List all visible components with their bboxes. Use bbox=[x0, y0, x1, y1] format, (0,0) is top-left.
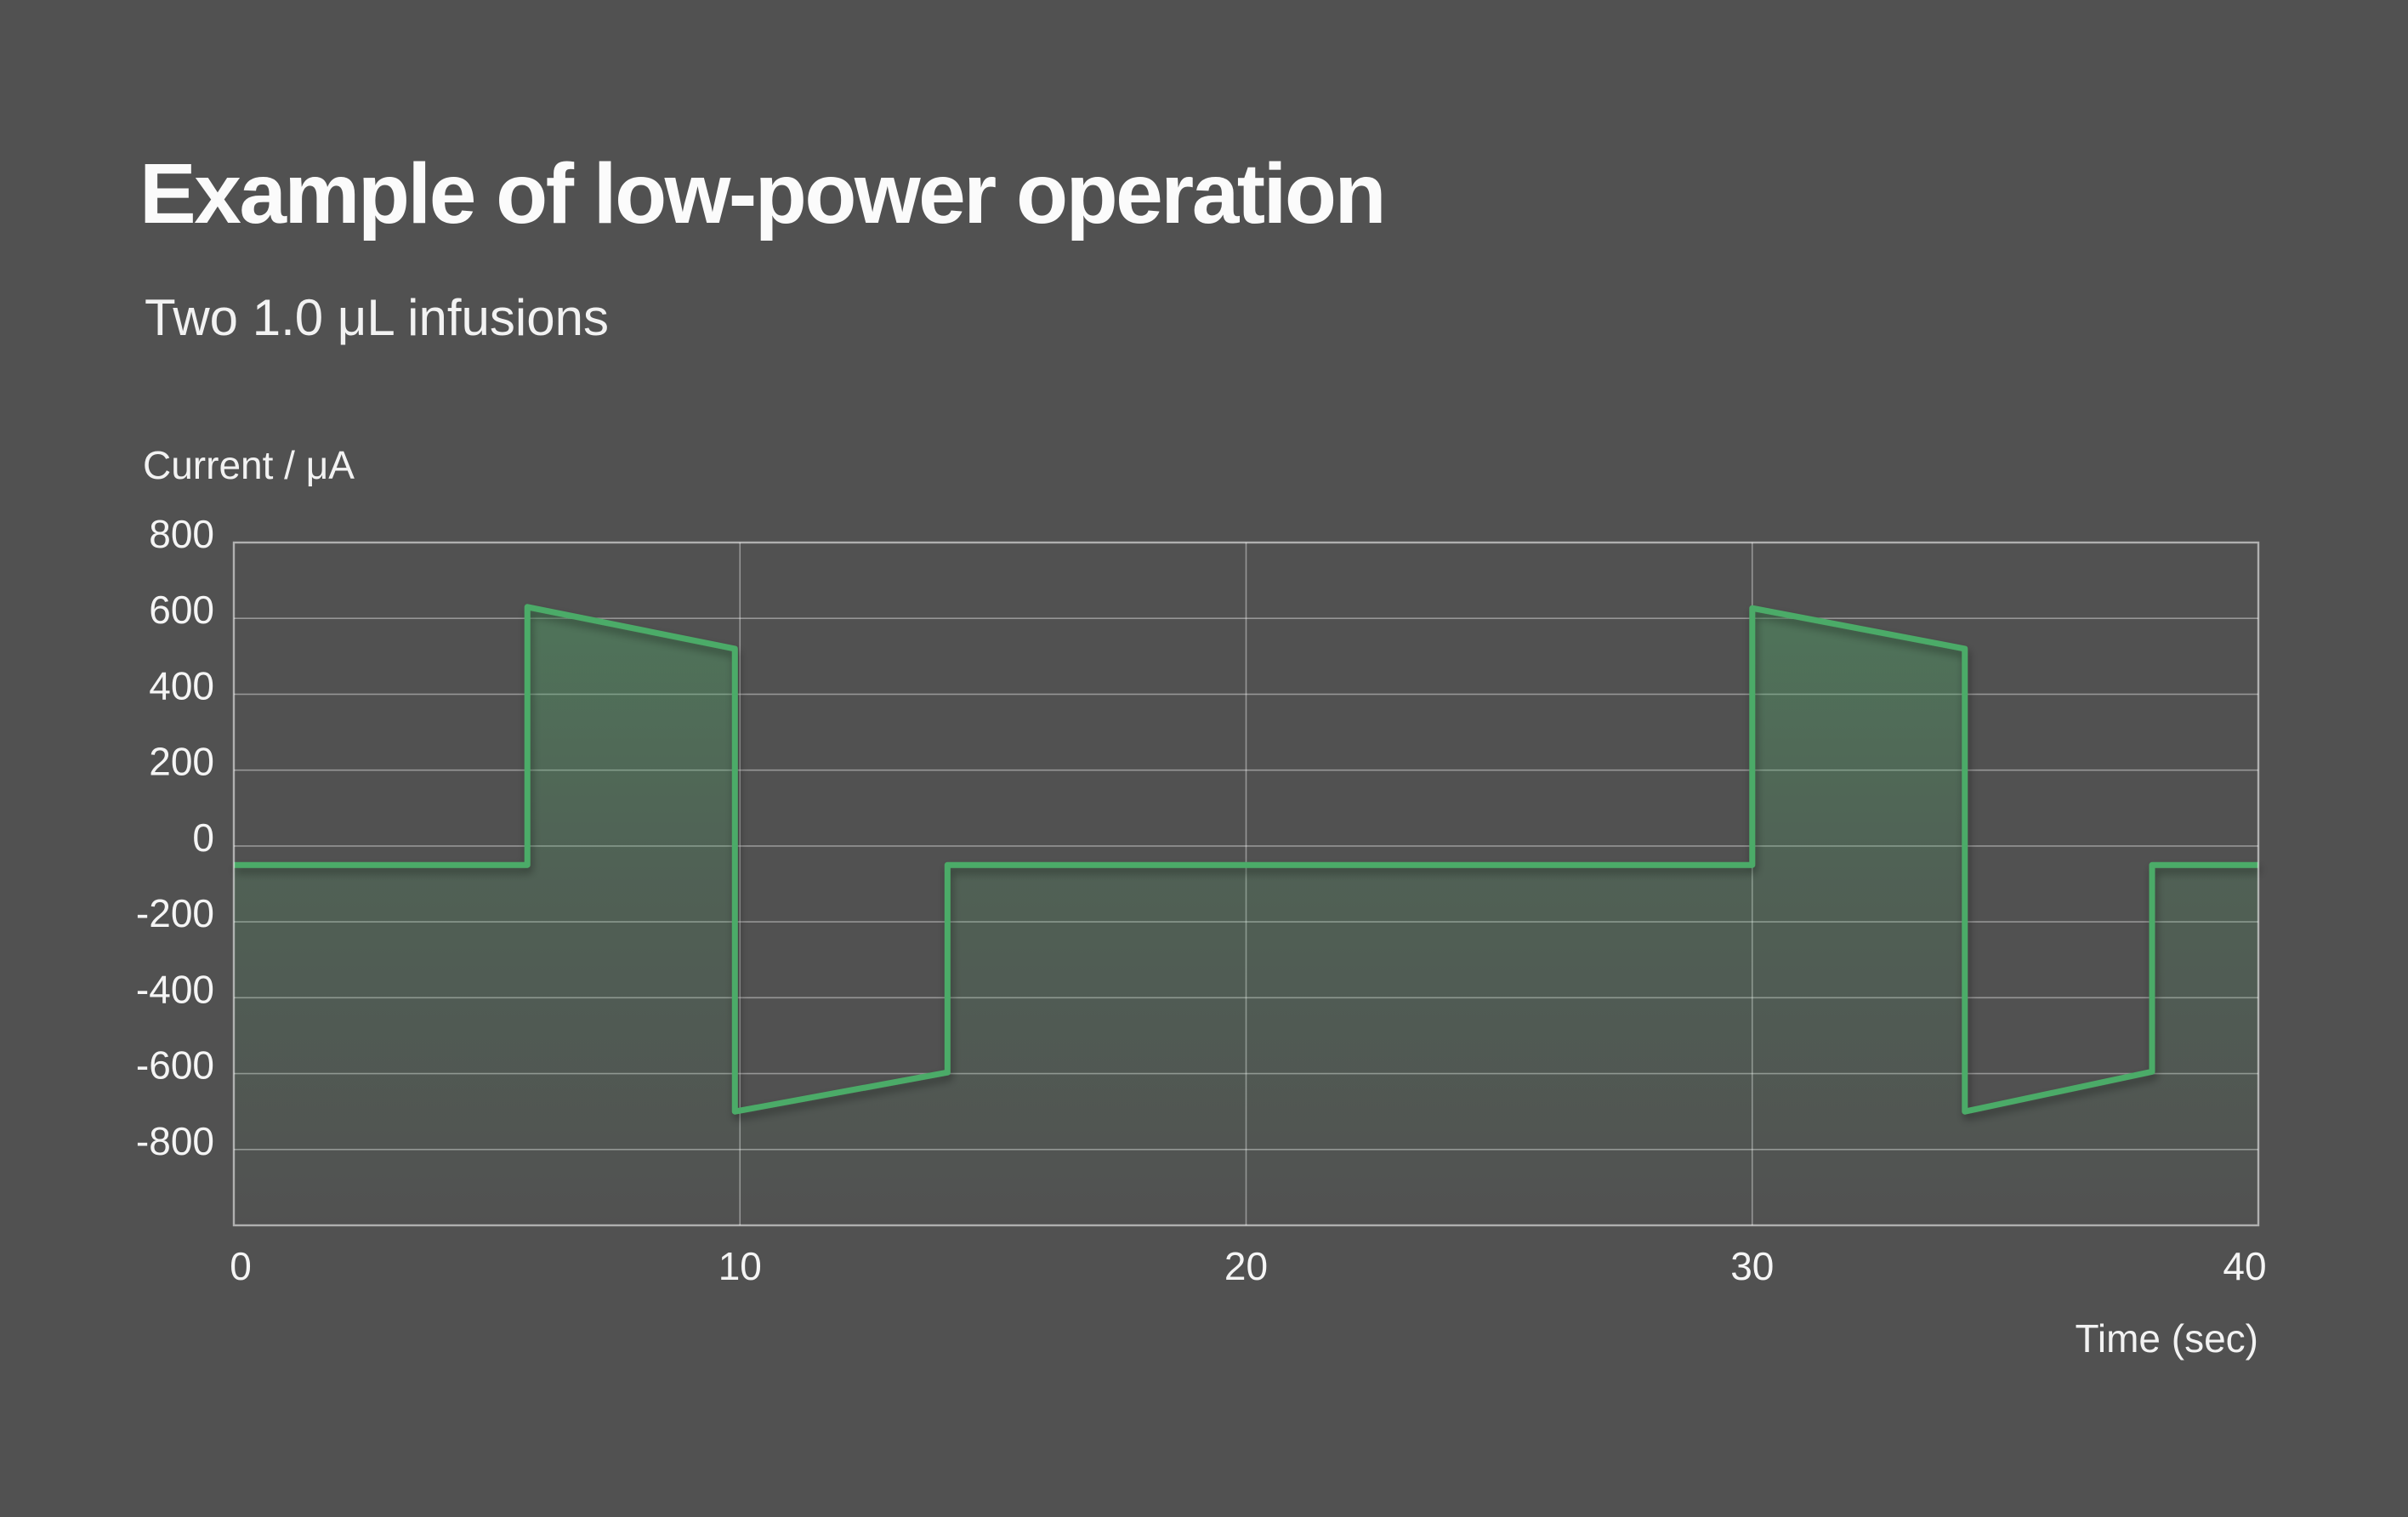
x-axis-title: Time (sec) bbox=[2075, 1316, 2258, 1361]
y-tick-label: 0 bbox=[192, 815, 214, 860]
y-tick-label: -400 bbox=[136, 967, 214, 1011]
y-tick-label: 200 bbox=[149, 740, 214, 784]
y-tick-label: 600 bbox=[149, 588, 214, 632]
y-tick-label: -200 bbox=[136, 891, 214, 935]
plot-frame bbox=[232, 541, 2260, 1227]
x-tick-label: 10 bbox=[718, 1244, 762, 1288]
x-tick-label: 20 bbox=[1224, 1244, 1268, 1288]
series-line bbox=[234, 604, 2258, 1115]
y-tick-label: 800 bbox=[149, 512, 214, 556]
chart-title: Example of low-power operation bbox=[139, 146, 1387, 241]
y-tick-labels: 800 600 400 200 0 -200 -400 -600 -800 bbox=[136, 512, 214, 1163]
series-area bbox=[234, 606, 2258, 1225]
x-tick-label: 30 bbox=[1730, 1244, 1774, 1288]
y-tick-label: -600 bbox=[136, 1043, 214, 1088]
chart-subtitle: Two 1.0 μL infusions bbox=[145, 289, 609, 346]
y-tick-label: -800 bbox=[136, 1119, 214, 1163]
y-axis-title: Current / μA bbox=[143, 443, 355, 487]
x-tick-labels: 0 10 20 30 40 bbox=[230, 1244, 2266, 1288]
y-tick-label: 400 bbox=[149, 663, 214, 707]
x-tick-label: 40 bbox=[2223, 1244, 2266, 1288]
x-tick-label: 0 bbox=[230, 1244, 252, 1288]
